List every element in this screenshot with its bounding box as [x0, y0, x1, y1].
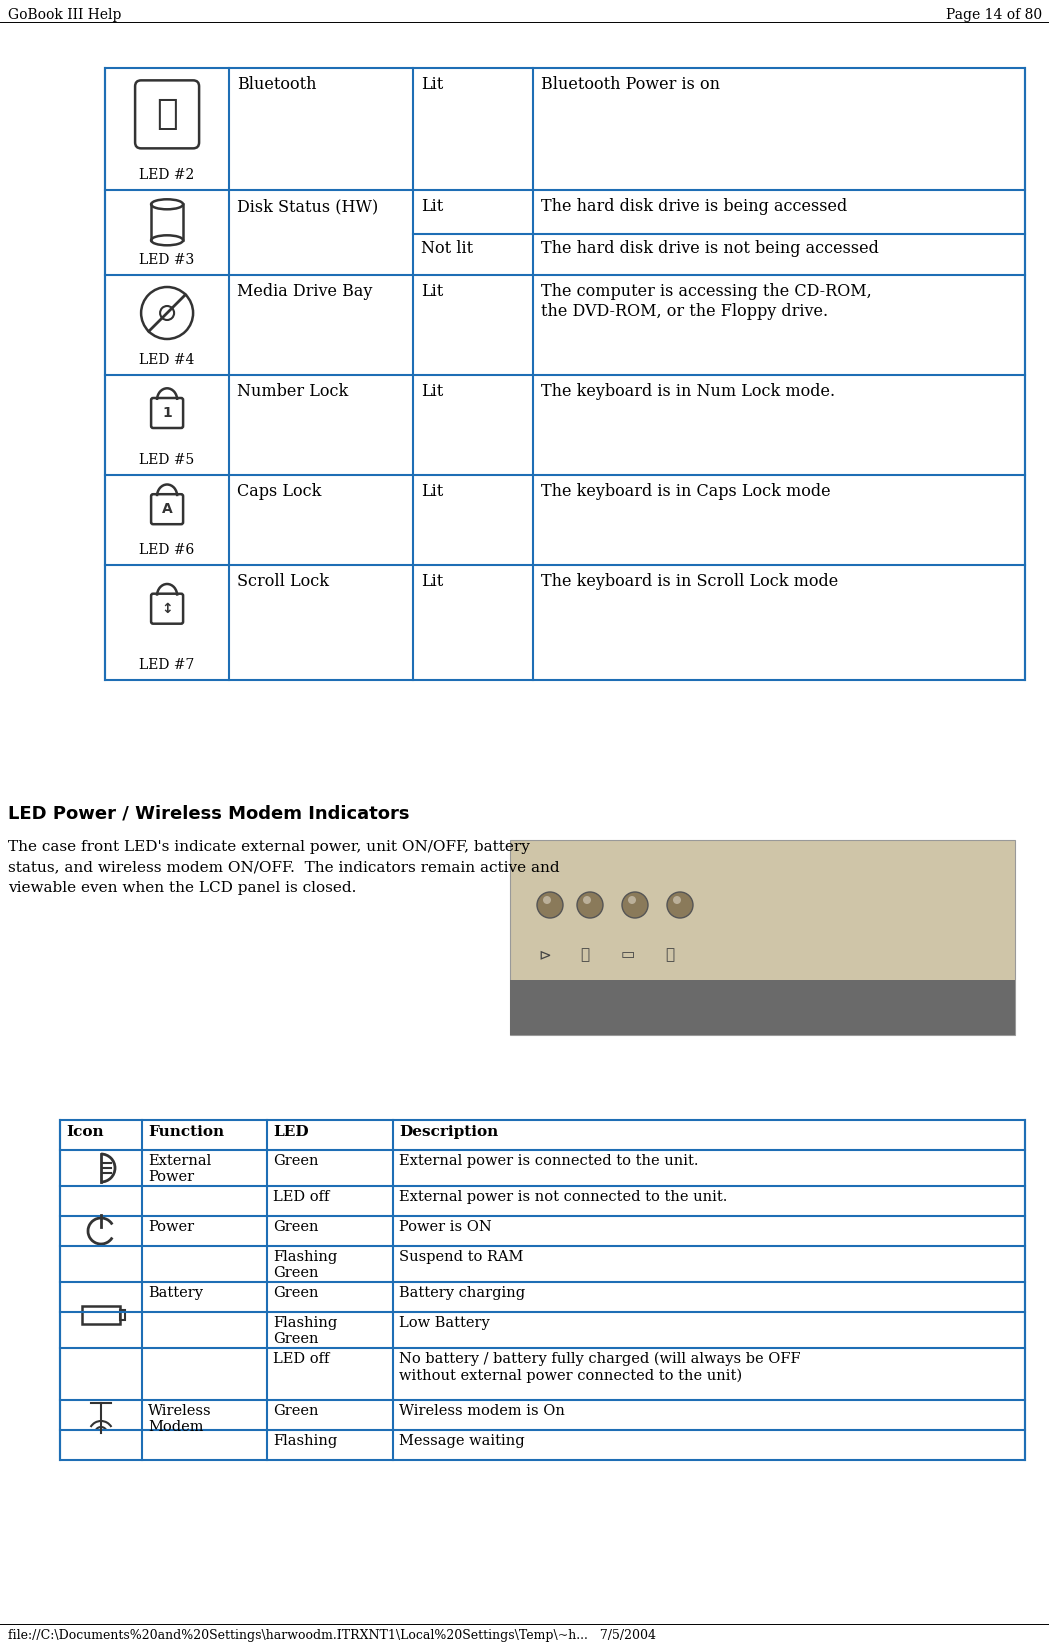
Text: The case front LED's indicate external power, unit ON/OFF, battery
status, and w: The case front LED's indicate external p… [8, 841, 559, 895]
Text: The keyboard is in Caps Lock mode: The keyboard is in Caps Lock mode [541, 484, 831, 500]
Text: Green: Green [274, 1403, 319, 1418]
Text: Green: Green [274, 1155, 319, 1168]
Text: Lit: Lit [422, 484, 444, 500]
Text: LED off: LED off [274, 1189, 329, 1204]
Text: ↕: ↕ [162, 602, 173, 615]
Text: Flashing
Green: Flashing Green [274, 1316, 338, 1346]
Text: LED #3: LED #3 [140, 253, 195, 266]
Circle shape [583, 897, 591, 905]
Text: Power: Power [148, 1221, 194, 1234]
Text: Not lit: Not lit [422, 240, 473, 257]
Text: Bluetooth Power is on: Bluetooth Power is on [541, 76, 720, 94]
Bar [82, 1306, 120, 1324]
Circle shape [667, 892, 693, 918]
Text: No battery / battery fully charged (will always be OFF
without external power co: No battery / battery fully charged (will… [399, 1352, 800, 1383]
Text: Battery: Battery [148, 1286, 204, 1300]
Text: Caps Lock: Caps Lock [237, 484, 322, 500]
Text: Suspend to RAM: Suspend to RAM [399, 1250, 523, 1263]
Text: The hard disk drive is not being accessed: The hard disk drive is not being accesse… [541, 240, 879, 257]
Text: LED #5: LED #5 [140, 452, 195, 467]
Text: Page 14 of 80: Page 14 of 80 [946, 8, 1042, 21]
Text: External power is connected to the unit.: External power is connected to the unit. [399, 1155, 699, 1168]
Text: Icon: Icon [66, 1125, 104, 1138]
Text: Lit: Lit [422, 572, 444, 591]
Text: Battery charging: Battery charging [399, 1286, 526, 1300]
Text: Media Drive Bay: Media Drive Bay [237, 283, 372, 299]
Bar [105, 67, 1025, 679]
Circle shape [628, 897, 636, 905]
Text: Lit: Lit [422, 283, 444, 299]
Text: Lit: Lit [422, 197, 444, 215]
Text: Lit: Lit [422, 383, 444, 400]
Circle shape [577, 892, 603, 918]
Text: ᛒ: ᛒ [156, 97, 178, 132]
Circle shape [537, 892, 563, 918]
Text: Scroll Lock: Scroll Lock [237, 572, 329, 591]
Text: LED off: LED off [274, 1352, 329, 1365]
Text: ▭: ▭ [621, 948, 636, 962]
Text: Power is ON: Power is ON [399, 1221, 492, 1234]
Text: file://C:\Documents%20and%20Settings\harwoodm.ITRXNT1\Local%20Settings\Temp\~h..: file://C:\Documents%20and%20Settings\har… [8, 1629, 656, 1642]
Text: External
Power: External Power [148, 1155, 211, 1184]
Text: ⊳: ⊳ [538, 948, 552, 962]
Text: Disk Status (HW): Disk Status (HW) [237, 197, 379, 215]
Text: Green: Green [274, 1221, 319, 1234]
Text: 𝛾: 𝛾 [665, 948, 675, 962]
Text: Function: Function [148, 1125, 224, 1138]
Bar [60, 1120, 1025, 1461]
Text: Description: Description [399, 1125, 498, 1138]
Text: GoBook III Help: GoBook III Help [8, 8, 122, 21]
Text: The keyboard is in Scroll Lock mode: The keyboard is in Scroll Lock mode [541, 572, 838, 591]
Text: ⏻: ⏻ [580, 948, 590, 962]
Text: LED: LED [274, 1125, 309, 1138]
Text: LED #2: LED #2 [140, 168, 195, 183]
Text: External power is not connected to the unit.: External power is not connected to the u… [399, 1189, 727, 1204]
Text: Green: Green [274, 1286, 319, 1300]
Text: Lit: Lit [422, 76, 444, 94]
Bar [120, 1309, 125, 1319]
Text: Message waiting: Message waiting [399, 1434, 524, 1448]
Circle shape [622, 892, 648, 918]
Text: LED #6: LED #6 [140, 543, 195, 558]
Text: Flashing: Flashing [274, 1434, 338, 1448]
Text: The keyboard is in Num Lock mode.: The keyboard is in Num Lock mode. [541, 383, 835, 400]
Text: A: A [162, 502, 172, 517]
Text: Wireless modem is On: Wireless modem is On [399, 1403, 564, 1418]
Text: Bluetooth: Bluetooth [237, 76, 317, 94]
Text: Wireless
Modem: Wireless Modem [148, 1403, 212, 1434]
Bar [510, 841, 1015, 1035]
Text: Flashing
Green: Flashing Green [274, 1250, 338, 1280]
Bar [510, 980, 1015, 1035]
Text: The computer is accessing the CD-ROM,
the DVD-ROM, or the Floppy drive.: The computer is accessing the CD-ROM, th… [541, 283, 872, 319]
Text: 1: 1 [163, 406, 172, 419]
Circle shape [543, 897, 551, 905]
Text: The hard disk drive is being accessed: The hard disk drive is being accessed [541, 197, 847, 215]
Circle shape [673, 897, 681, 905]
Text: LED #7: LED #7 [140, 658, 195, 673]
Text: Number Lock: Number Lock [237, 383, 348, 400]
Text: LED Power / Wireless Modem Indicators: LED Power / Wireless Modem Indicators [8, 804, 409, 822]
Text: Low Battery: Low Battery [399, 1316, 490, 1331]
Text: LED #4: LED #4 [140, 354, 195, 367]
